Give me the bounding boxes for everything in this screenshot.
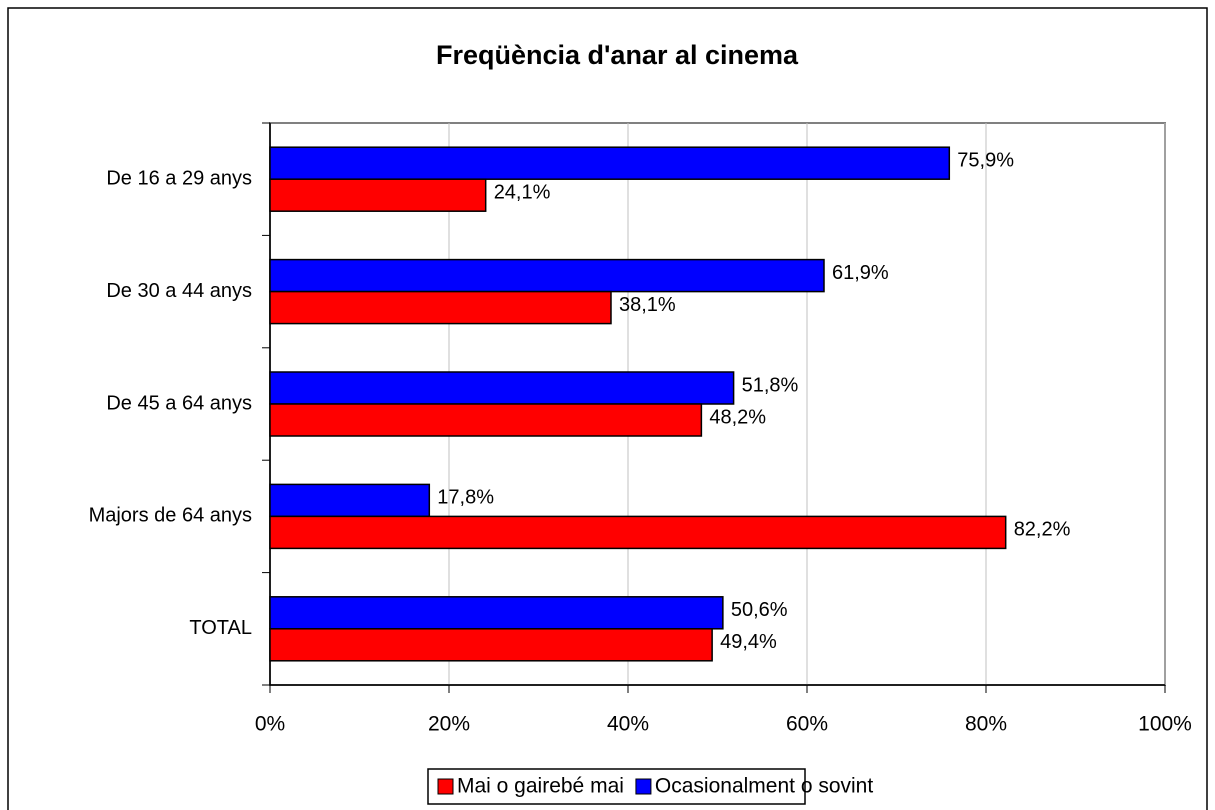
x-tick-label: 20%	[428, 713, 470, 736]
legend-swatch	[437, 778, 454, 795]
value-label: 38,1%	[619, 294, 676, 316]
y-tick-label: De 45 a 64 anys	[106, 392, 252, 414]
value-label: 82,2%	[1014, 519, 1071, 541]
value-label: 50,6%	[731, 599, 788, 621]
legend-label: Mai o gairebé mai	[457, 775, 624, 798]
bar	[269, 515, 1007, 550]
bar	[269, 483, 431, 518]
legend-label: Ocasionalment o sovint	[655, 775, 873, 798]
bar	[269, 628, 713, 662]
value-label: 75,9%	[957, 149, 1014, 171]
value-label: 61,9%	[832, 262, 889, 284]
legend-box	[427, 768, 806, 805]
bar	[269, 178, 487, 212]
chart-title: Freqüència d'anar al cinema	[436, 40, 799, 70]
bar	[269, 371, 735, 405]
value-label: 51,8%	[742, 374, 799, 396]
legend-swatch	[635, 778, 652, 795]
bar	[269, 596, 724, 630]
x-tick-label: 40%	[607, 713, 649, 736]
bar	[269, 146, 951, 180]
bar	[269, 290, 612, 325]
y-tick-label: De 30 a 44 anys	[106, 280, 252, 302]
x-tick-label: 80%	[965, 713, 1007, 736]
y-tick-label: De 16 a 29 anys	[106, 167, 252, 189]
x-tick-label: 0%	[255, 713, 285, 736]
bar	[269, 403, 703, 437]
value-label: 17,8%	[437, 487, 494, 509]
y-tick-label: TOTAL	[189, 617, 252, 639]
value-label: 49,4%	[720, 631, 777, 653]
x-tick-label: 60%	[786, 713, 828, 736]
x-tick-label: 100%	[1138, 713, 1192, 736]
value-label: 24,1%	[494, 181, 551, 203]
bar	[269, 258, 825, 293]
value-label: 48,2%	[709, 406, 766, 428]
y-tick-label: Majors de 64 anys	[89, 505, 252, 527]
